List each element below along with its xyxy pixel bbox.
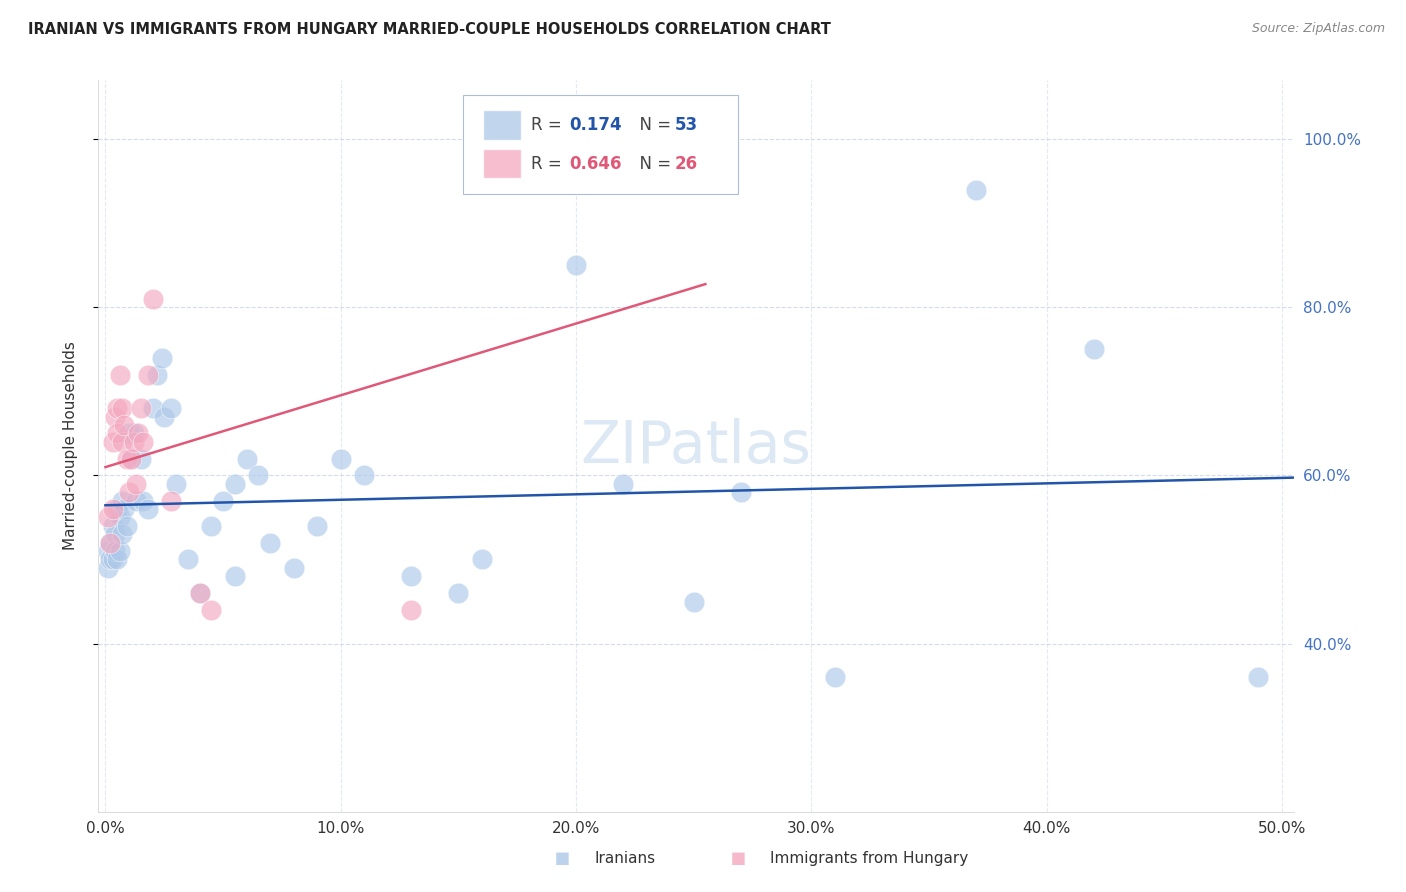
Point <box>612 476 634 491</box>
Point <box>447 586 470 600</box>
Point <box>104 544 127 558</box>
Point <box>212 493 235 508</box>
Point <box>120 451 142 466</box>
Point <box>141 292 163 306</box>
Text: 26: 26 <box>675 154 697 173</box>
Point <box>150 351 173 365</box>
Text: Iranians: Iranians <box>595 851 655 865</box>
Text: Immigrants from Hungary: Immigrants from Hungary <box>770 851 969 865</box>
FancyBboxPatch shape <box>484 111 522 139</box>
Point <box>105 426 128 441</box>
Point <box>188 586 211 600</box>
Point <box>307 519 329 533</box>
Text: N =: N = <box>628 154 676 173</box>
Point <box>129 401 152 416</box>
Point <box>115 519 138 533</box>
Point <box>824 670 846 684</box>
Point <box>401 569 423 583</box>
Point <box>105 502 128 516</box>
Point <box>247 468 270 483</box>
Point <box>401 603 423 617</box>
Point <box>112 417 135 432</box>
Text: ▪: ▪ <box>554 847 571 870</box>
Point <box>98 535 121 549</box>
Point <box>177 552 200 566</box>
Point <box>1247 670 1270 684</box>
Point <box>98 552 121 566</box>
Point <box>125 476 148 491</box>
Point <box>111 527 134 541</box>
Text: 0.646: 0.646 <box>569 154 621 173</box>
Point <box>188 586 211 600</box>
Point <box>471 552 494 566</box>
Point <box>146 368 169 382</box>
Point <box>224 476 246 491</box>
Point <box>965 183 987 197</box>
Point <box>122 434 145 449</box>
Point <box>127 426 149 441</box>
Point <box>283 561 305 575</box>
Point <box>115 451 138 466</box>
Point <box>1083 343 1105 357</box>
Text: IRANIAN VS IMMIGRANTS FROM HUNGARY MARRIED-COUPLE HOUSEHOLDS CORRELATION CHART: IRANIAN VS IMMIGRANTS FROM HUNGARY MARRI… <box>28 22 831 37</box>
Point <box>141 401 163 416</box>
Point <box>565 258 588 272</box>
Point <box>120 451 142 466</box>
Point <box>101 552 124 566</box>
Point <box>118 485 141 500</box>
Text: 0.174: 0.174 <box>569 116 621 134</box>
Point <box>136 502 159 516</box>
Text: N =: N = <box>628 116 676 134</box>
Point <box>101 434 124 449</box>
Text: ZIPatlas: ZIPatlas <box>581 417 811 475</box>
Point <box>136 368 159 382</box>
Point <box>353 468 375 483</box>
Point <box>224 569 246 583</box>
Point <box>153 409 176 424</box>
Point <box>111 493 134 508</box>
Point <box>160 401 183 416</box>
Point <box>160 493 183 508</box>
Point <box>118 426 141 441</box>
Point <box>97 510 120 524</box>
Point <box>132 493 155 508</box>
Point <box>108 510 131 524</box>
Point <box>122 426 145 441</box>
Point <box>235 451 257 466</box>
Point <box>101 502 124 516</box>
Text: Source: ZipAtlas.com: Source: ZipAtlas.com <box>1251 22 1385 36</box>
Text: ▪: ▪ <box>730 847 747 870</box>
Text: R =: R = <box>531 154 567 173</box>
Point <box>105 552 128 566</box>
Point <box>112 502 135 516</box>
Point <box>259 535 281 549</box>
Point <box>104 527 127 541</box>
Point <box>98 535 121 549</box>
Point <box>108 368 131 382</box>
Point <box>132 434 155 449</box>
Point <box>329 451 352 466</box>
Text: 53: 53 <box>675 116 697 134</box>
Point <box>111 401 134 416</box>
Point <box>200 603 222 617</box>
Point <box>165 476 187 491</box>
Point <box>105 401 128 416</box>
Point <box>730 485 752 500</box>
Point <box>200 519 222 533</box>
Point <box>108 544 131 558</box>
Point <box>97 544 120 558</box>
Point <box>682 594 704 608</box>
Point <box>129 451 152 466</box>
Y-axis label: Married-couple Households: Married-couple Households <box>63 342 77 550</box>
Point <box>125 493 148 508</box>
FancyBboxPatch shape <box>463 95 738 194</box>
Point <box>682 124 704 138</box>
Point <box>111 434 134 449</box>
Point <box>104 409 127 424</box>
Point <box>101 519 124 533</box>
Point <box>97 561 120 575</box>
FancyBboxPatch shape <box>484 149 522 178</box>
Text: R =: R = <box>531 116 567 134</box>
